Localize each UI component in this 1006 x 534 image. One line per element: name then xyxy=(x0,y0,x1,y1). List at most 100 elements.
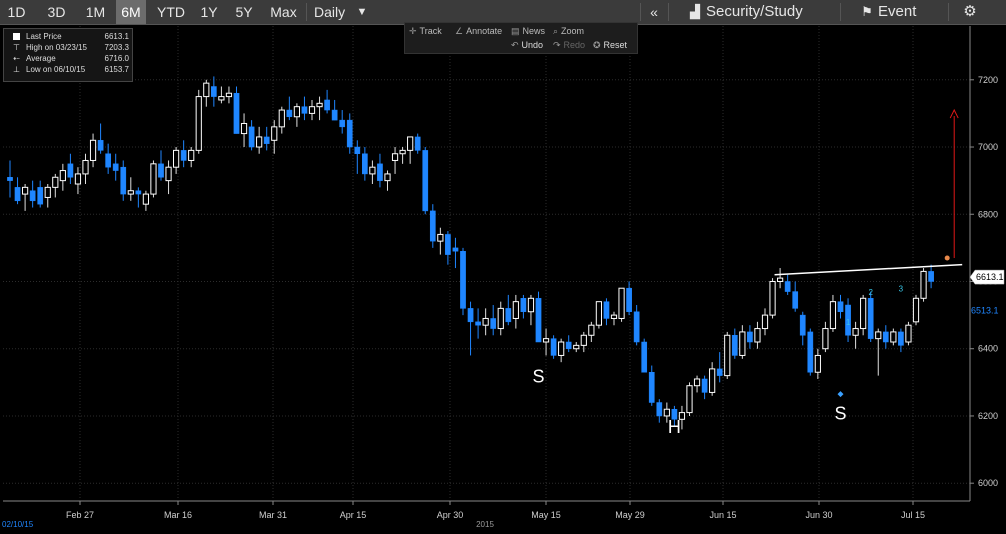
candle-body-up xyxy=(44,186,51,198)
collapse-button[interactable]: « xyxy=(650,4,658,20)
candle-body-up xyxy=(203,82,210,98)
range-1y-button[interactable]: 1Y xyxy=(200,4,218,20)
candle-body-up xyxy=(558,341,565,356)
chart-study-icon: ▟ xyxy=(690,4,700,19)
candle xyxy=(565,335,572,353)
candle xyxy=(271,120,278,154)
candle-body-down xyxy=(362,153,368,175)
candle xyxy=(82,153,89,184)
range-3d-button[interactable]: 3D xyxy=(47,4,66,20)
candle-body-down xyxy=(211,86,217,97)
candle-body-up xyxy=(74,173,82,185)
candle xyxy=(512,294,519,329)
candle xyxy=(142,190,150,211)
legend-high: ⊤ High on 03/23/15 7203.3 xyxy=(4,42,132,53)
candle xyxy=(588,321,595,342)
candle-body-up xyxy=(573,344,580,350)
news-button[interactable]: ▤ News xyxy=(511,24,545,38)
x-tick-label: Apr 15 xyxy=(340,510,367,520)
candle-body-down xyxy=(112,163,119,171)
candle xyxy=(671,405,678,427)
candle-body-down xyxy=(550,338,557,356)
candle-body-up xyxy=(663,408,670,417)
candle xyxy=(497,301,504,336)
range-6m-button[interactable]: 6M xyxy=(116,0,146,24)
candle-body-up xyxy=(739,331,746,356)
candle-body-down xyxy=(626,287,632,312)
security-study-button[interactable]: Security/Study xyxy=(706,3,803,20)
range-ytd-button[interactable]: YTD xyxy=(157,4,185,20)
range-1d-button[interactable]: 1D xyxy=(7,4,26,20)
interval-dropdown[interactable]: Daily xyxy=(314,4,346,20)
candle-body-up xyxy=(188,149,195,161)
candle xyxy=(452,237,459,269)
legend-label: Last Price xyxy=(26,32,62,41)
candle xyxy=(29,180,36,208)
last-price-badge-shape xyxy=(969,269,1005,285)
candle-body-down xyxy=(445,234,451,255)
range-5y-button[interactable]: 5Y xyxy=(235,4,253,20)
x-tick-label: Jun 15 xyxy=(709,510,736,520)
zoom-button[interactable]: ⌕ Zoom xyxy=(553,24,584,38)
candle-body-down xyxy=(460,250,466,309)
candle xyxy=(188,147,195,168)
candle-body-up xyxy=(678,412,686,420)
candle xyxy=(890,328,897,346)
candle-body-up xyxy=(384,173,391,182)
candle xyxy=(648,365,655,406)
legend-value: 6716.0 xyxy=(104,54,129,63)
redo-button[interactable]: ↷ Redo xyxy=(553,38,585,52)
candle xyxy=(792,281,799,312)
candle xyxy=(595,301,602,329)
undo-button[interactable]: ↶ Undo xyxy=(511,38,543,52)
candle-body-down xyxy=(747,331,753,343)
candle xyxy=(180,140,187,168)
candle xyxy=(482,308,489,336)
candle xyxy=(882,325,889,349)
candle xyxy=(233,86,240,134)
candle xyxy=(89,133,97,168)
toolbar-separator xyxy=(306,3,307,21)
candle-body-down xyxy=(324,99,330,111)
low-marker xyxy=(837,391,844,398)
x-start-date-label: 02/10/15 xyxy=(2,520,34,529)
reset-button[interactable]: ✪ Reset xyxy=(593,38,627,52)
candle-body-down xyxy=(29,190,36,202)
candle-body-up xyxy=(580,334,587,346)
gear-icon[interactable]: ⚙ xyxy=(963,3,977,20)
legend-value: 7203.3 xyxy=(104,43,129,52)
candle xyxy=(97,123,104,154)
candle-body-down xyxy=(346,119,353,148)
y-tick-label: 6200 xyxy=(978,411,998,421)
range-max-button[interactable]: Max xyxy=(270,4,297,20)
candle-body-up xyxy=(610,314,618,319)
legend-average: ⇠ Average 6716.0 xyxy=(4,53,132,64)
candle-body-down xyxy=(716,368,723,376)
candle-body-down xyxy=(928,271,934,282)
x-year-label: 2015 xyxy=(476,520,494,529)
candle xyxy=(22,184,29,211)
candle-body-up xyxy=(278,109,285,128)
range-1m-button[interactable]: 1M xyxy=(85,4,106,20)
track-button[interactable]: ✛ Track xyxy=(409,24,442,38)
candle xyxy=(807,328,814,376)
chevron-down-icon[interactable]: ▼ xyxy=(356,6,368,18)
candle xyxy=(920,268,927,302)
y-tick-label: 6400 xyxy=(978,344,998,354)
candle xyxy=(346,113,353,154)
candle xyxy=(263,126,270,151)
toolbar-separator xyxy=(668,3,669,21)
candle-body-up xyxy=(127,190,134,195)
candle-body-down xyxy=(37,187,44,205)
candle xyxy=(256,126,263,154)
annotate-button[interactable]: ∠ Annotate xyxy=(455,24,502,38)
candle-body-down xyxy=(158,163,164,178)
event-button[interactable]: Event xyxy=(878,3,917,20)
candle xyxy=(437,227,444,255)
candle xyxy=(308,99,316,121)
candle-body-down xyxy=(429,210,436,242)
candle-body-up xyxy=(852,328,859,336)
